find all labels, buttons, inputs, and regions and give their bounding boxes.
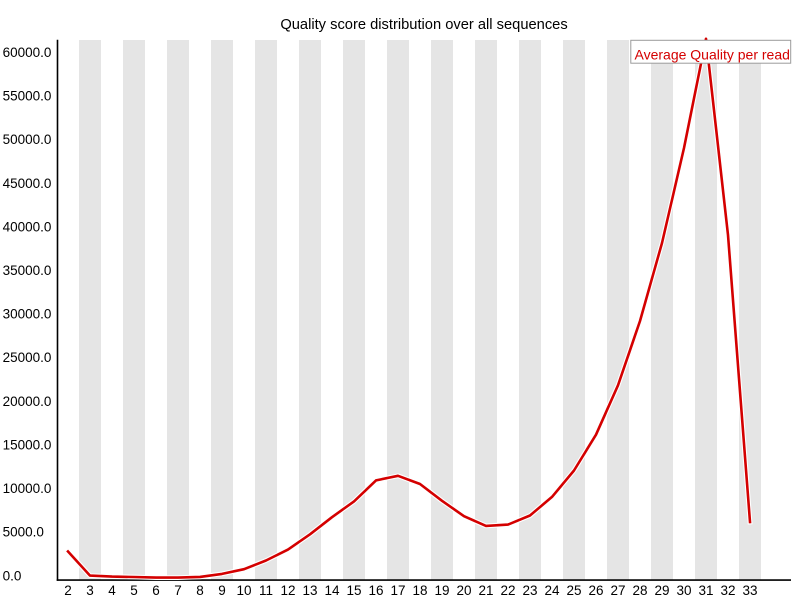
svg-text:29: 29 xyxy=(654,583,669,598)
svg-text:0.0: 0.0 xyxy=(3,568,22,583)
svg-text:24: 24 xyxy=(544,583,560,598)
svg-text:23: 23 xyxy=(522,583,537,598)
svg-text:7: 7 xyxy=(174,583,182,598)
svg-text:20: 20 xyxy=(456,583,471,598)
svg-text:5: 5 xyxy=(130,583,138,598)
svg-text:18: 18 xyxy=(412,583,427,598)
svg-text:15000.0: 15000.0 xyxy=(3,438,52,453)
svg-text:50000.0: 50000.0 xyxy=(3,132,52,147)
svg-text:17: 17 xyxy=(390,583,405,598)
svg-text:25: 25 xyxy=(566,583,581,598)
svg-text:45000.0: 45000.0 xyxy=(3,176,52,191)
svg-text:4: 4 xyxy=(108,583,116,598)
svg-text:8: 8 xyxy=(196,583,204,598)
svg-text:16: 16 xyxy=(368,583,383,598)
svg-text:26: 26 xyxy=(588,583,603,598)
svg-text:Quality score distribution ove: Quality score distribution over all sequ… xyxy=(280,17,567,33)
svg-text:3: 3 xyxy=(86,583,94,598)
svg-text:33: 33 xyxy=(742,583,757,598)
svg-text:11: 11 xyxy=(259,583,273,598)
svg-text:55000.0: 55000.0 xyxy=(3,89,52,104)
svg-text:15: 15 xyxy=(346,583,361,598)
svg-text:9: 9 xyxy=(218,583,226,598)
svg-text:31: 31 xyxy=(698,583,713,598)
svg-text:20000.0: 20000.0 xyxy=(3,394,52,409)
svg-text:30: 30 xyxy=(676,583,691,598)
svg-text:19: 19 xyxy=(434,583,449,598)
svg-text:32: 32 xyxy=(720,583,735,598)
svg-text:Average Quality per read: Average Quality per read xyxy=(635,46,790,62)
svg-text:22: 22 xyxy=(500,583,515,598)
svg-text:10: 10 xyxy=(236,583,251,598)
svg-text:35000.0: 35000.0 xyxy=(3,263,52,278)
svg-text:40000.0: 40000.0 xyxy=(3,219,52,234)
svg-text:25000.0: 25000.0 xyxy=(3,350,52,365)
svg-text:5000.0: 5000.0 xyxy=(3,525,44,540)
svg-text:14: 14 xyxy=(324,583,340,598)
svg-text:12: 12 xyxy=(280,583,295,598)
svg-text:21: 21 xyxy=(478,583,493,598)
svg-text:10000.0: 10000.0 xyxy=(3,481,52,496)
svg-text:6: 6 xyxy=(152,583,160,598)
svg-text:30000.0: 30000.0 xyxy=(3,307,52,322)
svg-text:13: 13 xyxy=(302,583,317,598)
svg-text:28: 28 xyxy=(632,583,647,598)
svg-text:27: 27 xyxy=(610,583,625,598)
svg-text:2: 2 xyxy=(64,583,72,598)
svg-text:60000.0: 60000.0 xyxy=(3,45,52,60)
